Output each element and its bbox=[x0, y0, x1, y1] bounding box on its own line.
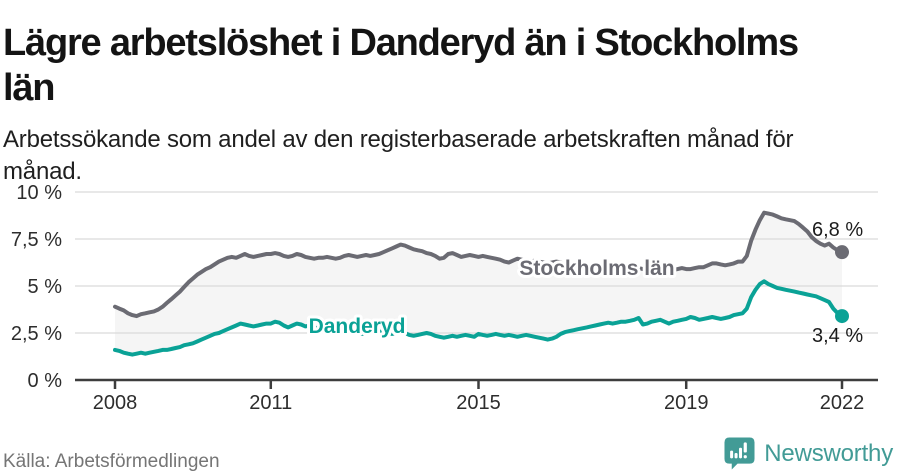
series-line-danderyd bbox=[113, 279, 844, 357]
page-title-line2: län bbox=[3, 67, 56, 110]
end-value-label: 6,8 % bbox=[812, 219, 863, 241]
newsworthy-wordmark: Newsworthy bbox=[764, 439, 893, 467]
source-note: Källa: Arbetsförmedlingen bbox=[3, 451, 220, 472]
series-line-stockholms-l-n bbox=[113, 210, 844, 319]
x-tick-label: 2015 bbox=[456, 392, 501, 414]
x-tick-label: 2022 bbox=[820, 392, 865, 414]
chart-subtitle-line2: månad. bbox=[3, 158, 82, 185]
unemployment-line-chart: 2008 2011 2015 2019 2022 0 % 2,5 % 5 % 7,5 % 10 %… bbox=[11, 182, 878, 414]
logo-bar-3 bbox=[739, 447, 743, 459]
y-tick-label: 5 % bbox=[28, 276, 63, 298]
series-end-dot bbox=[835, 309, 849, 324]
y-tick-label: 7,5 % bbox=[11, 229, 62, 251]
series-end-dot bbox=[835, 245, 849, 260]
end-value-label: 3,4 % bbox=[812, 325, 863, 347]
x-tick-label: 2011 bbox=[249, 392, 292, 414]
newsworthy-bubble-icon bbox=[724, 437, 755, 470]
y-tick-label: 0 % bbox=[28, 370, 63, 392]
newsworthy-logo[interactable]: Newsworthy bbox=[724, 437, 893, 470]
y-tick-label: 10 % bbox=[16, 182, 62, 204]
y-tick-label: 2,5 % bbox=[11, 323, 62, 345]
series-inline-label: Danderyd bbox=[309, 315, 406, 338]
logo-exclamation-dot bbox=[743, 455, 748, 459]
x-tick-label: 2008 bbox=[93, 392, 138, 414]
series-inline-label: Stockholms län bbox=[519, 257, 674, 280]
logo-bar-2 bbox=[734, 453, 738, 459]
x-tick-label: 2019 bbox=[664, 392, 709, 414]
logo-exclamation-bar bbox=[743, 442, 748, 453]
page-title: Lägre arbetslöshet i Danderyd än i Stock… bbox=[3, 21, 900, 111]
page-title-line1: Lägre arbetslöshet i Danderyd än i Stock… bbox=[3, 22, 799, 65]
logo-bar-1 bbox=[730, 450, 734, 459]
chart-subtitle-line1: Arbetssökande som andel av den registerb… bbox=[3, 126, 794, 153]
chart-subtitle: Arbetssökande som andel av den registerb… bbox=[3, 124, 883, 188]
